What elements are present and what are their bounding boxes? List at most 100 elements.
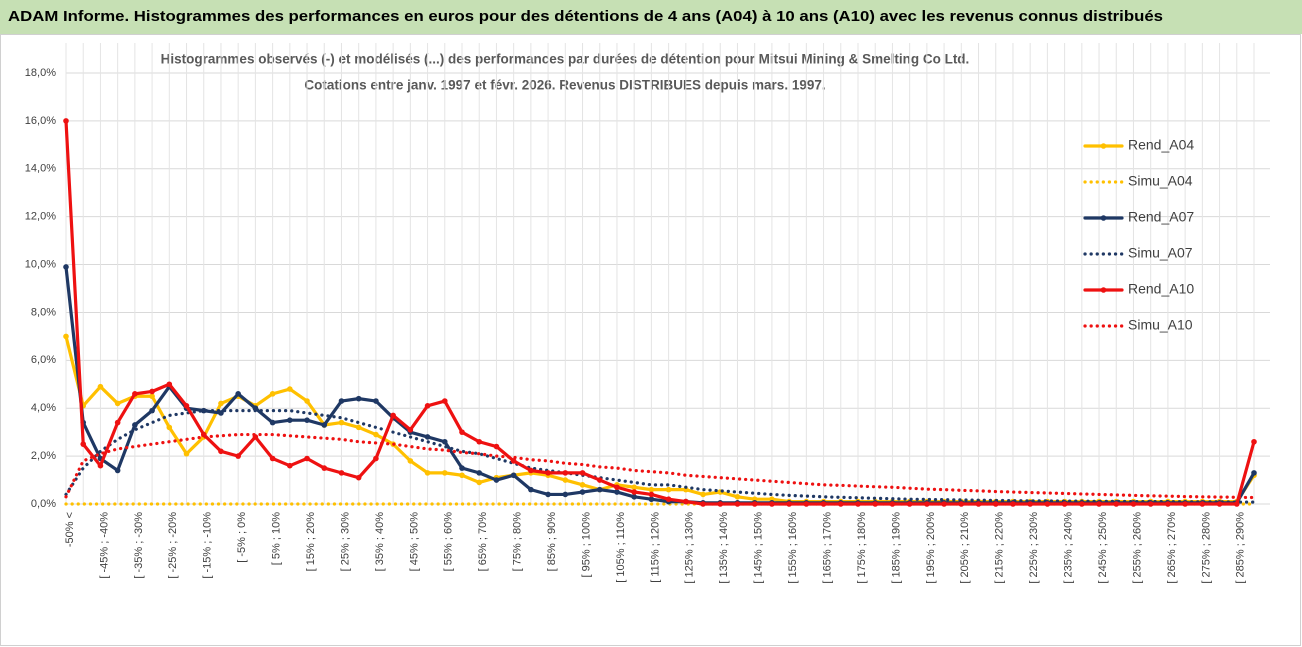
point (1165, 501, 1171, 507)
point (441, 470, 448, 476)
point (63, 118, 69, 124)
point (269, 419, 276, 426)
point (476, 438, 483, 445)
point (424, 470, 431, 476)
y-tick-label: 6,0% (31, 354, 56, 366)
point (769, 501, 775, 507)
point (200, 407, 207, 414)
point (631, 494, 637, 500)
point (510, 472, 517, 479)
point (218, 400, 224, 407)
x-tick-label: [ 15% ; 20% (305, 512, 317, 572)
point (183, 450, 190, 457)
x-tick-label: [ 85% ; 90% (546, 512, 558, 572)
point (321, 422, 328, 428)
point (992, 501, 999, 507)
point (304, 455, 310, 462)
x-tick-label: [ -15% ; -10% (202, 512, 214, 579)
point (80, 441, 87, 447)
y-tick-label: 18,0% (25, 67, 56, 79)
point (1199, 501, 1206, 507)
point (441, 398, 448, 404)
point (459, 429, 465, 435)
point (476, 470, 483, 476)
point (958, 501, 965, 507)
point (614, 489, 620, 495)
legend-label: Rend_A07 (1128, 209, 1194, 225)
point (304, 398, 310, 404)
model-line (64, 409, 1256, 504)
legend-marker (1100, 215, 1107, 221)
x-tick-label: [ 95% ; 100% (580, 512, 592, 578)
point (424, 434, 431, 440)
x-tick-label: [ 5% ; 10% (271, 512, 283, 565)
point (424, 403, 431, 409)
point (459, 472, 465, 479)
point (407, 426, 414, 433)
point (1147, 501, 1154, 507)
point (545, 491, 551, 498)
point (235, 453, 241, 459)
point (751, 501, 758, 507)
point (1130, 501, 1137, 507)
point (562, 491, 569, 498)
point (355, 424, 362, 431)
title-bar (0, 0, 1302, 34)
y-tick-label: 0,0% (31, 498, 56, 510)
point (665, 496, 672, 503)
point (648, 496, 655, 503)
x-tick-label: [ 225% ; 230% (1028, 512, 1040, 584)
point (218, 448, 224, 455)
point (579, 482, 586, 488)
point (1061, 501, 1068, 507)
x-tick-label: [ 145% ; 150% (753, 512, 765, 584)
point (114, 400, 121, 407)
point (941, 501, 947, 507)
point (734, 494, 741, 500)
point (355, 395, 362, 402)
point (700, 501, 706, 507)
point (596, 477, 603, 483)
point (63, 264, 69, 270)
chart-frame (0, 34, 1301, 646)
x-tick-label: [ -5% ; 0% (236, 512, 248, 563)
x-tick-label: [ 25% ; 30% (339, 512, 351, 572)
y-tick-label: 10,0% (25, 258, 56, 270)
x-tick-label: [ 135% ; 140% (718, 512, 730, 584)
point (373, 455, 379, 462)
point (476, 479, 483, 486)
point (338, 419, 345, 426)
legend-label: Simu_A07 (1128, 245, 1193, 261)
y-tick-label: 14,0% (25, 163, 56, 175)
point (235, 391, 241, 397)
point (631, 484, 637, 491)
point (1216, 501, 1223, 507)
point (149, 388, 155, 395)
y-tick-label: 2,0% (31, 450, 56, 462)
x-tick-label: [ 185% ; 190% (890, 512, 902, 584)
point (1251, 470, 1257, 476)
point (786, 501, 792, 507)
x-tick-label: [ 205% ; 210% (959, 512, 971, 584)
x-tick-label: [ 75% ; 80% (512, 512, 524, 572)
legend-marker (1100, 143, 1107, 149)
point (1044, 501, 1051, 507)
point (545, 470, 551, 476)
point (97, 462, 104, 469)
point (183, 403, 190, 409)
x-tick-label: [ -25% ; -20% (167, 512, 179, 579)
x-tick-label: [ 55% ; 60% (443, 512, 455, 572)
y-tick-label: 8,0% (31, 306, 56, 318)
legend-label: Simu_A10 (1128, 317, 1193, 333)
x-tick-label: [ 285% ; 290% (1235, 512, 1247, 584)
model-line (64, 432, 1256, 500)
point (528, 467, 534, 474)
point (149, 407, 155, 414)
x-tick-label: [ 175% ; 180% (856, 512, 868, 584)
point (407, 458, 414, 464)
point (304, 417, 310, 423)
point (872, 501, 879, 507)
chart-title: ADAM Informe. Histogrammes des performan… (8, 8, 1163, 25)
point (648, 486, 655, 493)
point (493, 443, 500, 450)
